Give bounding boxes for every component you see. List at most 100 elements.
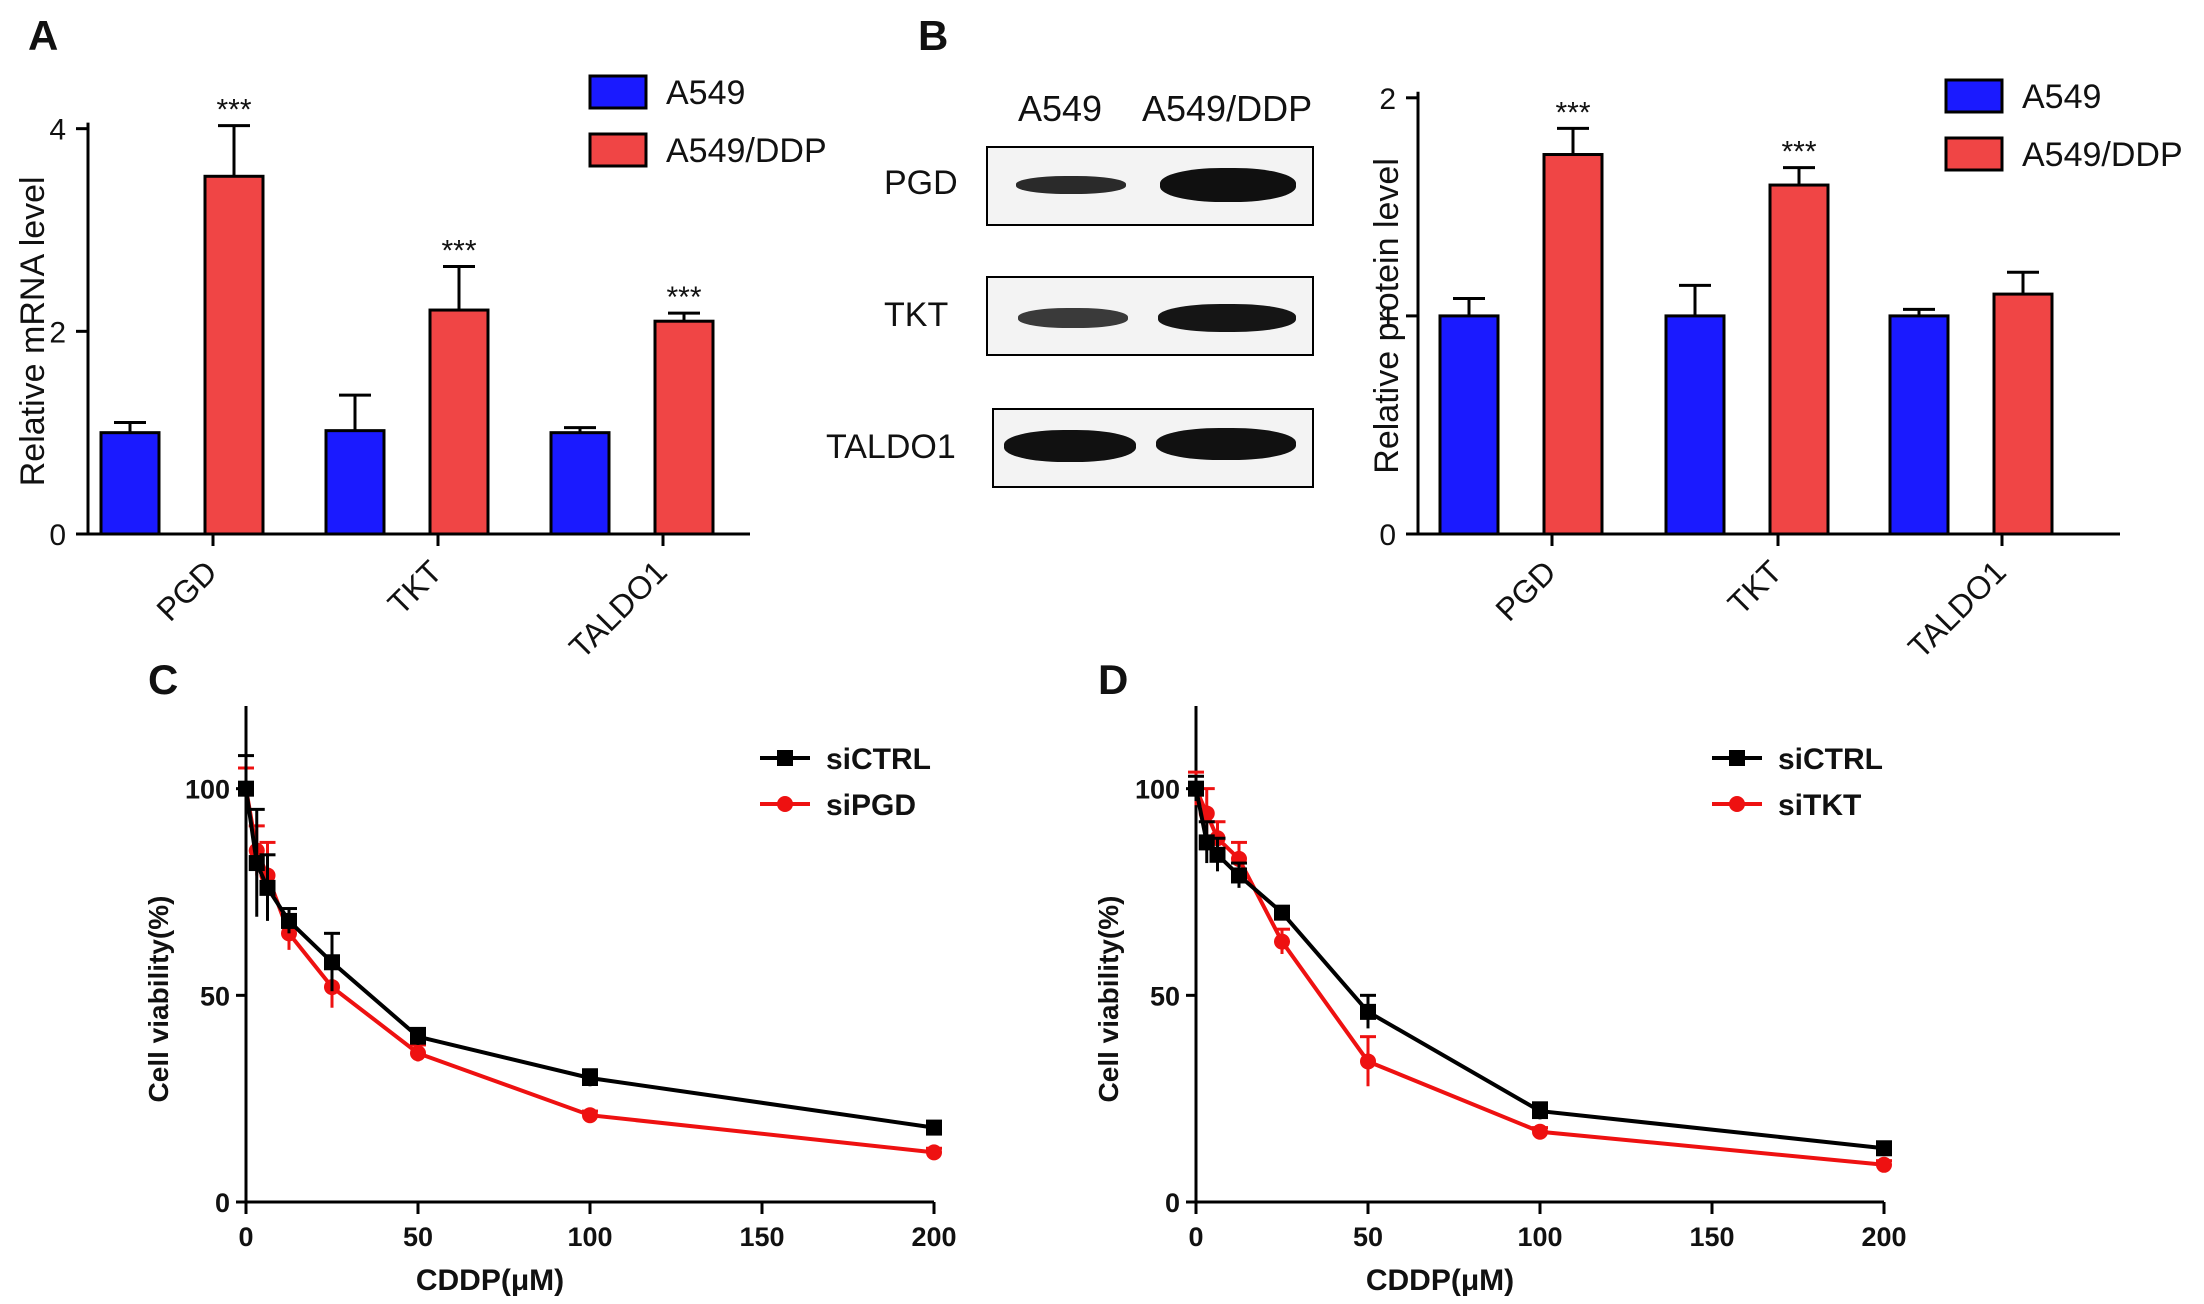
- blot-column-a549-ddp: A549/DDP: [1142, 88, 1313, 129]
- point-c-0-2: [259, 879, 276, 896]
- bar-a-pgd-0: [99, 431, 161, 536]
- panel-label-b: B: [918, 12, 949, 59]
- point-c-1-7: [926, 1144, 942, 1161]
- x-axis-label-d: CDDP(μM): [1366, 1264, 1514, 1297]
- y-tick-label-a-0: 0: [49, 519, 66, 552]
- x-tick-label-b-1: TKT: [1721, 553, 1789, 621]
- legend-label-a-0: A549: [666, 74, 745, 112]
- bar-b-pgd-1: [1542, 153, 1604, 536]
- x-tick-label-b-0: PGD: [1488, 553, 1562, 627]
- bar-a-taldo1-0: [549, 431, 611, 536]
- panel-label-a: A: [28, 12, 59, 59]
- point-c-0-0: [238, 780, 254, 797]
- legend-marker-d-1: [1729, 796, 1745, 812]
- point-d-0-6: [1532, 1103, 1548, 1120]
- point-c-0-7: [926, 1119, 942, 1136]
- point-d-0-0: [1188, 780, 1204, 797]
- band-pgd-a549-ddp: [1160, 168, 1296, 202]
- bar-chart-a: 0 2 4 Relative mRNA level *** PGD *** TKT *** TAL…: [14, 74, 827, 665]
- y-tick-label-c-2: 100: [185, 775, 230, 805]
- y-axis-label-a: Relative mRNA level: [14, 176, 52, 486]
- point-d-0-5: [1360, 1003, 1376, 1020]
- blot-strip-taldo1: [992, 408, 1314, 488]
- point-c-0-6: [582, 1070, 598, 1086]
- y-tick-label-c-0: 0: [215, 1188, 230, 1218]
- band-pgd-a549: [1016, 176, 1126, 194]
- point-d-1-5: [1360, 1053, 1376, 1070]
- series-line-c-1: [244, 788, 935, 1155]
- x-tick-label-d-4: 200: [1861, 1222, 1906, 1252]
- point-d-0-3: [1231, 867, 1247, 884]
- point-d-0-4: [1274, 904, 1290, 921]
- legend-label-b-0: A549: [2022, 78, 2101, 116]
- significance-a-1: ***: [441, 234, 476, 267]
- x-tick-label-d-0: 0: [1188, 1222, 1203, 1252]
- legend-marker-d-0: [1729, 750, 1745, 766]
- y-tick-label-b-0: 0: [1379, 519, 1396, 552]
- point-d-0-7: [1876, 1140, 1892, 1157]
- x-tick-label-a-1: TKT: [381, 553, 449, 621]
- legend-swatch-b-1: [1944, 136, 2004, 172]
- y-axis-label-d: Cell viability(%): [1093, 896, 1124, 1103]
- x-tick-label-b-2: TALDO1: [1901, 553, 2013, 665]
- band-taldo1-a549: [1004, 430, 1136, 462]
- significance-b-0: ***: [1555, 96, 1590, 129]
- bar-a-pgd-1: [203, 174, 265, 536]
- x-tick-label-c-0: 0: [238, 1222, 253, 1252]
- legend-label-c-1: siPGD: [826, 789, 916, 822]
- x-tick-label-d-2: 100: [1517, 1222, 1562, 1252]
- y-tick-label-d-0: 0: [1165, 1188, 1180, 1218]
- bar-b-tkt-0: [1664, 314, 1726, 536]
- point-c-0-5: [410, 1028, 426, 1045]
- y-tick-label-a-2: 4: [49, 114, 66, 147]
- legend-swatch-b-0: [1944, 78, 2004, 114]
- bar-chart-b: 0 1 2 Relative protein level *** PGD *** TKT TAL…: [1368, 78, 2183, 665]
- legend-label-c-0: siCTRL: [826, 743, 931, 776]
- y-axis-label-b: Relative protein level: [1368, 158, 1406, 474]
- point-d-1-6: [1532, 1123, 1548, 1140]
- x-tick-label-d-1: 50: [1353, 1222, 1383, 1252]
- point-d-1-7: [1876, 1156, 1892, 1173]
- y-tick-label-b-2: 2: [1379, 83, 1396, 116]
- bar-a-tkt-1: [428, 308, 490, 536]
- panel-label-d: D: [1098, 656, 1129, 703]
- line-chart-d: 0 50 100 0 50 100 150 200 CDDP(μM) Cell viability…: [1093, 706, 1907, 1297]
- significance-a-2: ***: [666, 281, 701, 314]
- legend-label-a-1: A549/DDP: [666, 132, 827, 170]
- blot-strip-tkt: [986, 276, 1314, 356]
- blot-row-tkt: TKT: [884, 296, 949, 334]
- legend-marker-c-0: [777, 750, 793, 766]
- line-chart-c: 0 50 100 0 50 100 150 200 CDDP(μM) Cell viability…: [143, 706, 957, 1297]
- legend-label-b-1: A549/DDP: [2022, 136, 2183, 174]
- band-tkt-a549: [1018, 308, 1128, 328]
- point-c-0-4: [324, 954, 340, 971]
- blot-row-pgd: PGD: [884, 164, 958, 202]
- bar-a-taldo1-1: [653, 319, 715, 536]
- y-tick-label-a-1: 2: [49, 316, 66, 349]
- legend-marker-c-1: [777, 796, 793, 812]
- significance-b-1: ***: [1781, 136, 1816, 169]
- point-d-0-2: [1209, 846, 1226, 863]
- y-tick-label-d-2: 100: [1135, 775, 1180, 805]
- legend-swatch-a-1: [588, 132, 648, 168]
- x-tick-label-c-2: 100: [567, 1222, 612, 1252]
- x-tick-label-c-1: 50: [403, 1222, 433, 1252]
- blot-strip-pgd: [986, 146, 1314, 226]
- x-tick-label-a-2: TALDO1: [562, 553, 674, 665]
- legend-swatch-a-0: [588, 74, 648, 110]
- blot-row-taldo1: TALDO1: [826, 428, 956, 466]
- panel-label-c: C: [148, 656, 179, 703]
- bar-b-tkt-1: [1768, 183, 1830, 536]
- legend-label-d-1: siTKT: [1778, 789, 1861, 822]
- y-tick-label-c-1: 50: [200, 981, 230, 1011]
- point-c-0-3: [281, 912, 297, 929]
- x-tick-label-c-4: 200: [911, 1222, 956, 1252]
- band-taldo1-a549-ddp: [1156, 428, 1296, 460]
- y-axis-label-c: Cell viability(%): [143, 896, 174, 1103]
- bar-a-tkt-0: [324, 429, 386, 536]
- x-axis-label-c: CDDP(μM): [416, 1264, 564, 1297]
- bar-b-taldo1-1: [1992, 292, 2054, 536]
- point-c-0-1: [248, 855, 265, 872]
- band-tkt-a549-ddp: [1158, 304, 1296, 332]
